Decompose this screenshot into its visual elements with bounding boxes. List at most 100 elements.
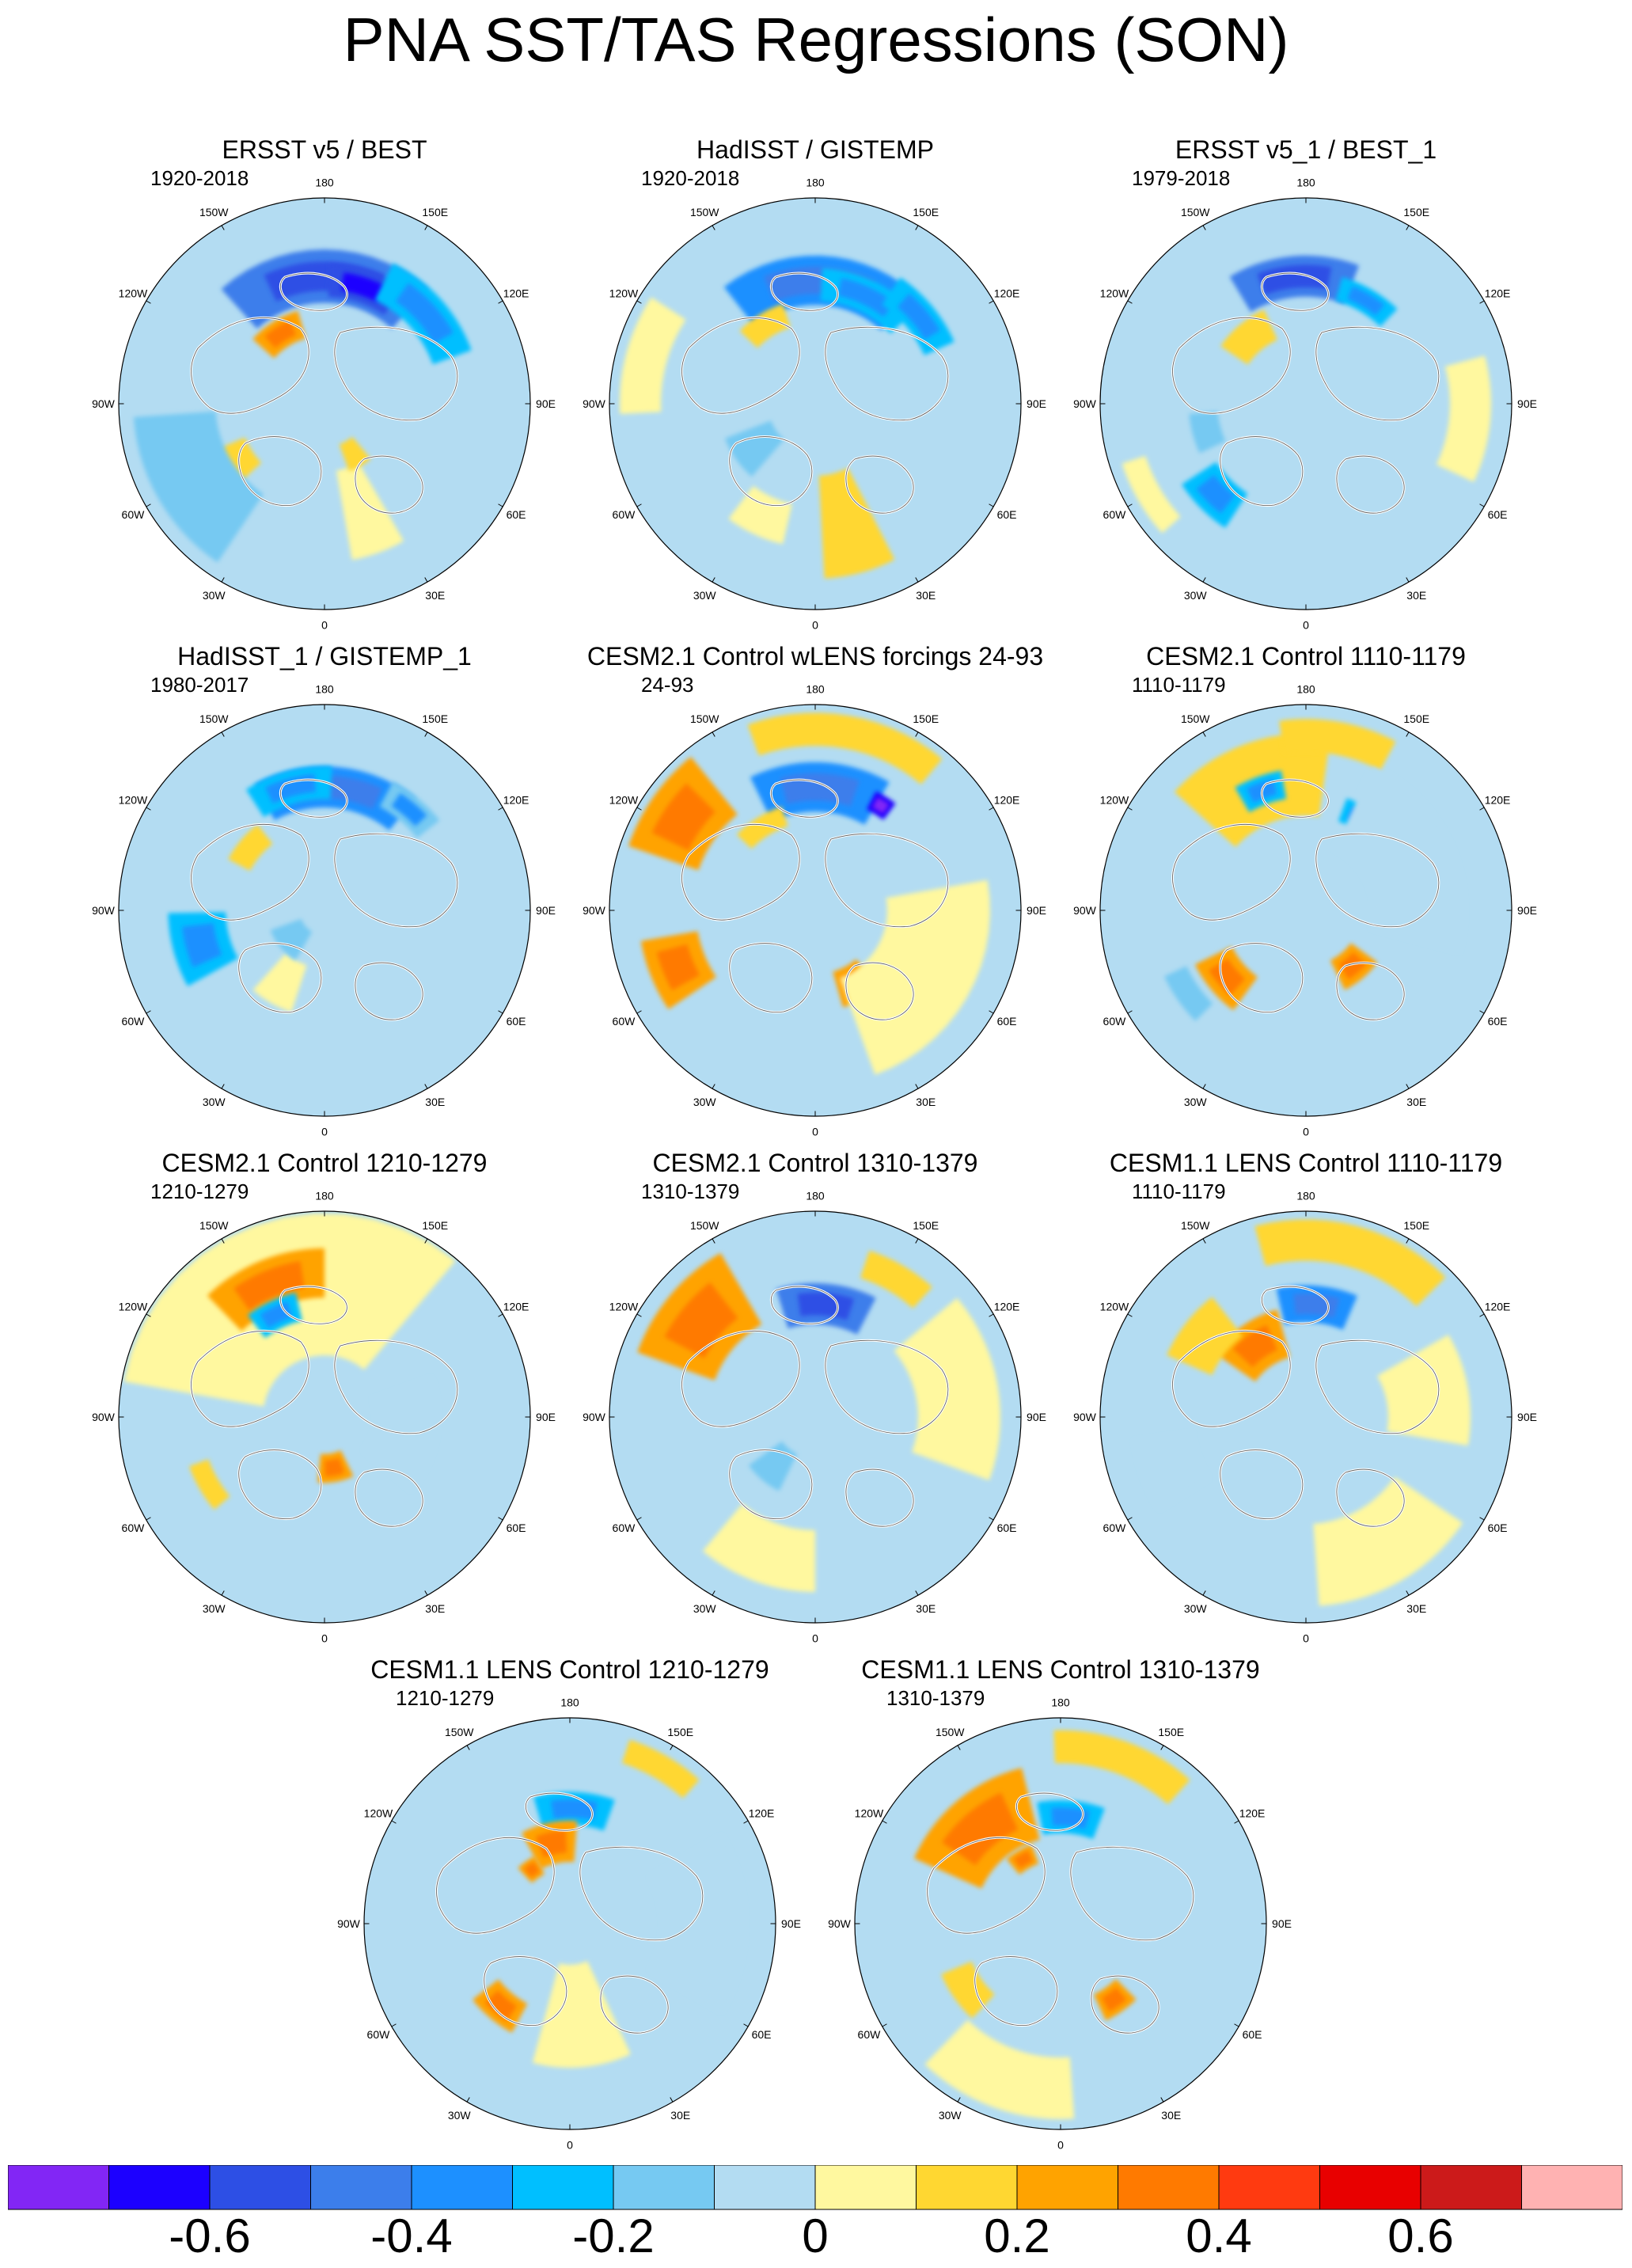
colorbar-swatch: [209, 2165, 311, 2210]
longitude-label: 60W: [613, 1521, 636, 1534]
panel-period: 24-93: [641, 673, 694, 697]
coastline-outline: [1336, 1468, 1405, 1527]
longitude-label: 60W: [1103, 508, 1127, 521]
coastline-outline: [1261, 1286, 1329, 1324]
longitude-tick: [1202, 731, 1206, 737]
longitude-label: 30W: [693, 589, 717, 602]
coastline-outline: [191, 824, 309, 921]
longitude-label: 150W: [690, 712, 719, 725]
longitude-label: 60E: [997, 508, 1017, 521]
panel-title: CESM1.1 LENS Control 1210-1279: [370, 1655, 769, 1684]
longitude-label: 90E: [536, 1411, 556, 1423]
longitude-label: 150E: [667, 1726, 693, 1738]
longitude-label: 120E: [503, 287, 529, 299]
colorbar-swatch: [8, 2165, 109, 2210]
polar-map: 180 150E 120E 90E 60E 30E 0 30W 60W 90W 120W 150W: [583, 683, 1046, 1138]
longitude-label: 180: [1296, 683, 1315, 696]
longitude-label: 0: [812, 1632, 818, 1645]
colorbar-tick-label: 0.6: [1387, 2209, 1454, 2262]
longitude-tick: [146, 300, 151, 304]
colorbar: [8, 2165, 1623, 2210]
longitude-tick: [915, 1084, 919, 1089]
longitude-label: 0: [321, 619, 328, 632]
colorbar-swatch: [1218, 2165, 1320, 2210]
longitude-label: 0: [567, 2139, 573, 2152]
longitude-label: 150E: [913, 206, 939, 218]
longitude-label: 30E: [916, 589, 936, 602]
longitude-label: 150E: [913, 712, 939, 725]
coastline-outline: [825, 326, 949, 421]
longitude-label: 150W: [199, 1219, 229, 1232]
regression-anomaly-core: [1347, 286, 1384, 316]
panel-period: 1979-2018: [1132, 166, 1231, 190]
regression-anomaly-core: [1196, 475, 1235, 514]
longitude-tick: [743, 1820, 749, 1824]
regression-anomaly-core: [264, 773, 316, 804]
coastline-outline: [279, 779, 347, 818]
longitude-tick: [146, 1010, 151, 1014]
regression-anomaly: [620, 297, 686, 414]
polar-map: 180 150E 120E 90E 60E 30E 0 30W 60W 90W 120W 150W: [583, 177, 1046, 632]
longitude-label: 60E: [997, 1521, 1017, 1534]
coastline-outline: [191, 1331, 309, 1427]
longitude-label: 0: [812, 619, 818, 632]
coastline-outline: [825, 1339, 949, 1434]
regression-anomaly: [650, 1836, 745, 2012]
longitude-tick: [882, 1820, 887, 1824]
coastline-outline: [355, 455, 423, 514]
colorbar-swatch: [814, 2165, 917, 2210]
longitude-label: 90E: [1272, 1917, 1292, 1930]
regression-anomaly-core: [535, 1829, 567, 1858]
map-panel: CESM2.1 Control 1110-1179 1110-1179 180 150…: [1061, 642, 1551, 1156]
regression-anomaly: [1377, 1335, 1471, 1446]
coastline-outline: [974, 1956, 1058, 2026]
regression-anomaly: [702, 1503, 815, 1592]
longitude-tick: [1406, 577, 1410, 583]
panel-title: ERSST v5 / BEST: [222, 135, 427, 164]
longitude-tick: [221, 731, 225, 737]
colorbar-tick-label: 0: [802, 2209, 829, 2262]
coastline-outline: [770, 1286, 838, 1324]
longitude-tick: [1127, 503, 1133, 507]
coastline-outline: [825, 833, 949, 928]
longitude-label: 0: [1303, 619, 1309, 632]
longitude-tick: [498, 807, 503, 811]
longitude-label: 30E: [670, 2109, 690, 2122]
longitude-label: 150W: [690, 1219, 719, 1232]
longitude-tick: [1479, 1313, 1485, 1317]
map-panel: HadISST_1 / GISTEMP_1 1980-2017 180 150E 120…: [79, 642, 570, 1156]
panel-period: 1310-1379: [886, 1686, 985, 1710]
panel-title: CESM1.1 LENS Control 1110-1179: [1109, 1149, 1503, 1177]
longitude-label: 120E: [994, 793, 1020, 806]
colorbar-swatch: [1521, 2165, 1623, 2210]
longitude-label: 90E: [536, 397, 556, 410]
longitude-label: 90W: [583, 397, 606, 410]
regression-anomaly-core: [664, 1282, 738, 1358]
longitude-label: 120W: [855, 1806, 884, 1819]
coastline-outline: [770, 779, 838, 818]
longitude-tick: [670, 1745, 674, 1750]
longitude-tick: [1202, 1590, 1206, 1596]
longitude-tick: [915, 577, 919, 583]
longitude-label: 60E: [507, 1015, 526, 1028]
longitude-tick: [1479, 1010, 1485, 1014]
colorbar-swatch: [1118, 2165, 1220, 2210]
longitude-tick: [989, 807, 994, 811]
polar-map: 180 150E 120E 90E 60E 30E 0 30W 60W 90W 120W 150W: [92, 1190, 556, 1645]
longitude-label: 30E: [1406, 1096, 1426, 1108]
coastline-outline: [681, 1331, 800, 1427]
longitude-label: 180: [806, 1190, 825, 1202]
regression-anomaly: [1189, 411, 1226, 454]
coastline-outline: [1261, 779, 1329, 818]
colorbar-swatch: [1420, 2165, 1522, 2210]
regression-anomaly-core: [1257, 264, 1332, 295]
regression-anomaly-core: [656, 944, 700, 991]
regression-anomaly-core: [233, 1261, 305, 1311]
coastline-outline: [1336, 455, 1405, 514]
coastline-outline: [238, 943, 322, 1012]
longitude-label: 60E: [997, 1015, 1017, 1028]
longitude-tick: [989, 1517, 994, 1521]
panel-title: CESM1.1 LENS Control 1310-1379: [861, 1655, 1260, 1684]
longitude-label: 90W: [92, 904, 116, 917]
coastline-outline: [1172, 317, 1291, 414]
